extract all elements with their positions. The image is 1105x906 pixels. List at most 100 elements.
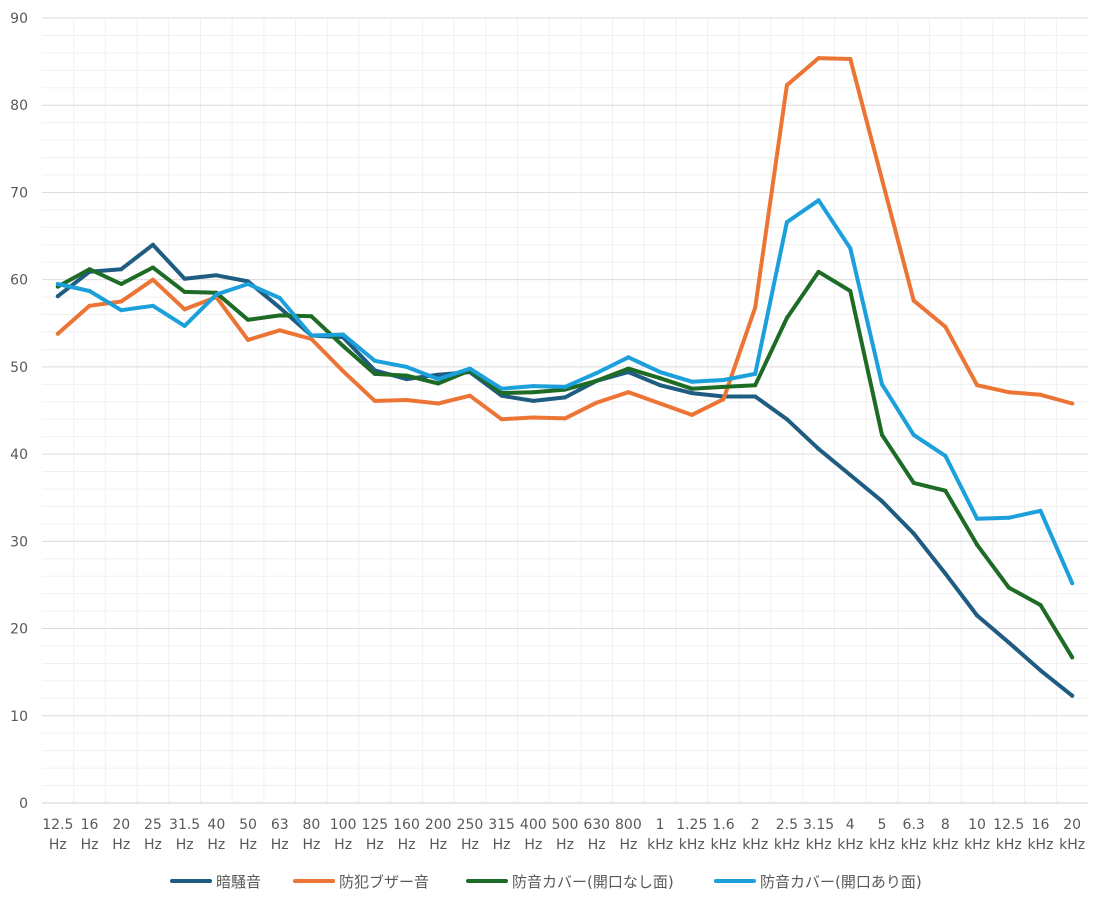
data-point (341, 343, 346, 348)
x-tick-unit: kHz (869, 837, 895, 853)
x-tick-value: 5 (878, 817, 887, 833)
data-point (975, 516, 980, 521)
data-point (1006, 585, 1011, 590)
series-line (55, 265, 1075, 660)
data-point (784, 220, 789, 225)
x-tick-unit: Hz (239, 837, 257, 853)
data-point (1070, 655, 1075, 660)
x-tick-value: 2.5 (776, 817, 798, 833)
data-point (848, 246, 853, 251)
x-tick-unit: kHz (679, 837, 705, 853)
x-tick-unit: Hz (461, 837, 479, 853)
x-tick-value: 160 (393, 817, 420, 833)
x-tick-label: 315 Hz (488, 817, 515, 853)
x-tick-label: 1.25 kHz (676, 817, 707, 853)
y-tick-label: 80 (10, 98, 28, 114)
data-point (784, 83, 789, 88)
data-point (404, 377, 409, 382)
data-point (848, 473, 853, 478)
x-tick-label: 16 Hz (81, 817, 99, 853)
series-2 (55, 56, 1075, 422)
legend-label: 防犯ブザー音 (339, 873, 429, 891)
x-tick-unit: kHz (806, 837, 832, 853)
x-tick-label: 12.5 kHz (993, 817, 1024, 853)
y-tick-label: 90 (10, 11, 28, 27)
legend-label: 防音カバー(開口なし面) (512, 873, 674, 891)
y-tick-label: 50 (10, 360, 28, 376)
data-point (879, 177, 884, 182)
data-point (55, 282, 60, 287)
data-point (784, 417, 789, 422)
x-tick-value: 12.5 (42, 817, 73, 833)
legend-item: 暗騒音 (170, 873, 261, 891)
data-point (753, 394, 758, 399)
data-point (1038, 603, 1043, 608)
x-tick-unit: Hz (398, 837, 416, 853)
data-point (1006, 390, 1011, 395)
data-point (277, 328, 282, 333)
x-tick-unit: kHz (1027, 837, 1053, 853)
x-tick-value: 500 (552, 817, 579, 833)
data-point (436, 372, 441, 377)
y-tick-label: 70 (10, 185, 28, 201)
data-point (753, 305, 758, 310)
data-point (182, 307, 187, 312)
x-tick-label: 63 Hz (271, 817, 289, 853)
x-tick-unit: kHz (774, 837, 800, 853)
data-point (911, 298, 916, 303)
x-tick-label: 12.5 Hz (42, 817, 73, 853)
x-tick-label: 6.3 kHz (901, 817, 927, 853)
data-point (150, 303, 155, 308)
x-tick-unit: Hz (144, 837, 162, 853)
x-tick-unit: Hz (302, 837, 320, 853)
data-point (594, 370, 599, 375)
data-point (848, 56, 853, 61)
data-point (1070, 693, 1075, 698)
data-point (689, 412, 694, 417)
x-tick-value: 50 (239, 817, 257, 833)
data-point (626, 366, 631, 371)
x-tick-label: 8 kHz (932, 817, 958, 853)
y-tick-label: 20 (10, 622, 28, 638)
x-tick-value: 16 (81, 817, 99, 833)
data-point (1006, 640, 1011, 645)
data-point (658, 401, 663, 406)
legend-label: 暗騒音 (216, 873, 261, 891)
x-tick-label: 200 Hz (425, 817, 452, 853)
x-tick-label: 16 kHz (1027, 817, 1053, 853)
x-tick-unit: kHz (647, 837, 673, 853)
series-line (55, 198, 1075, 586)
data-point (943, 488, 948, 493)
data-point (246, 337, 251, 342)
x-tick-unit: Hz (207, 837, 225, 853)
x-tick-unit: kHz (932, 837, 958, 853)
x-tick-label: 500 Hz (552, 817, 579, 853)
x-tick-value: 200 (425, 817, 452, 833)
x-tick-value: 800 (615, 817, 642, 833)
x-tick-label: 100 Hz (330, 817, 357, 853)
x-tick-value: 63 (271, 817, 289, 833)
data-point (436, 401, 441, 406)
x-tick-unit: kHz (710, 837, 736, 853)
data-point (784, 316, 789, 321)
data-point (1006, 515, 1011, 520)
x-tick-unit: Hz (524, 837, 542, 853)
data-point (246, 282, 251, 287)
x-tick-label: 800 Hz (615, 817, 642, 853)
data-point (182, 323, 187, 328)
data-point (721, 377, 726, 382)
data-point (309, 333, 314, 338)
x-tick-value: 20 (1063, 817, 1081, 833)
data-point (848, 289, 853, 294)
series-1 (55, 242, 1075, 698)
data-point (467, 393, 472, 398)
x-tick-unit: Hz (588, 837, 606, 853)
x-tick-label: 630 Hz (583, 817, 610, 853)
data-point (182, 289, 187, 294)
series-lines (55, 56, 1075, 698)
x-tick-unit: Hz (334, 837, 352, 853)
x-tick-unit: Hz (112, 837, 130, 853)
x-tick-label: 4 kHz (837, 817, 863, 853)
data-point (1038, 392, 1043, 397)
